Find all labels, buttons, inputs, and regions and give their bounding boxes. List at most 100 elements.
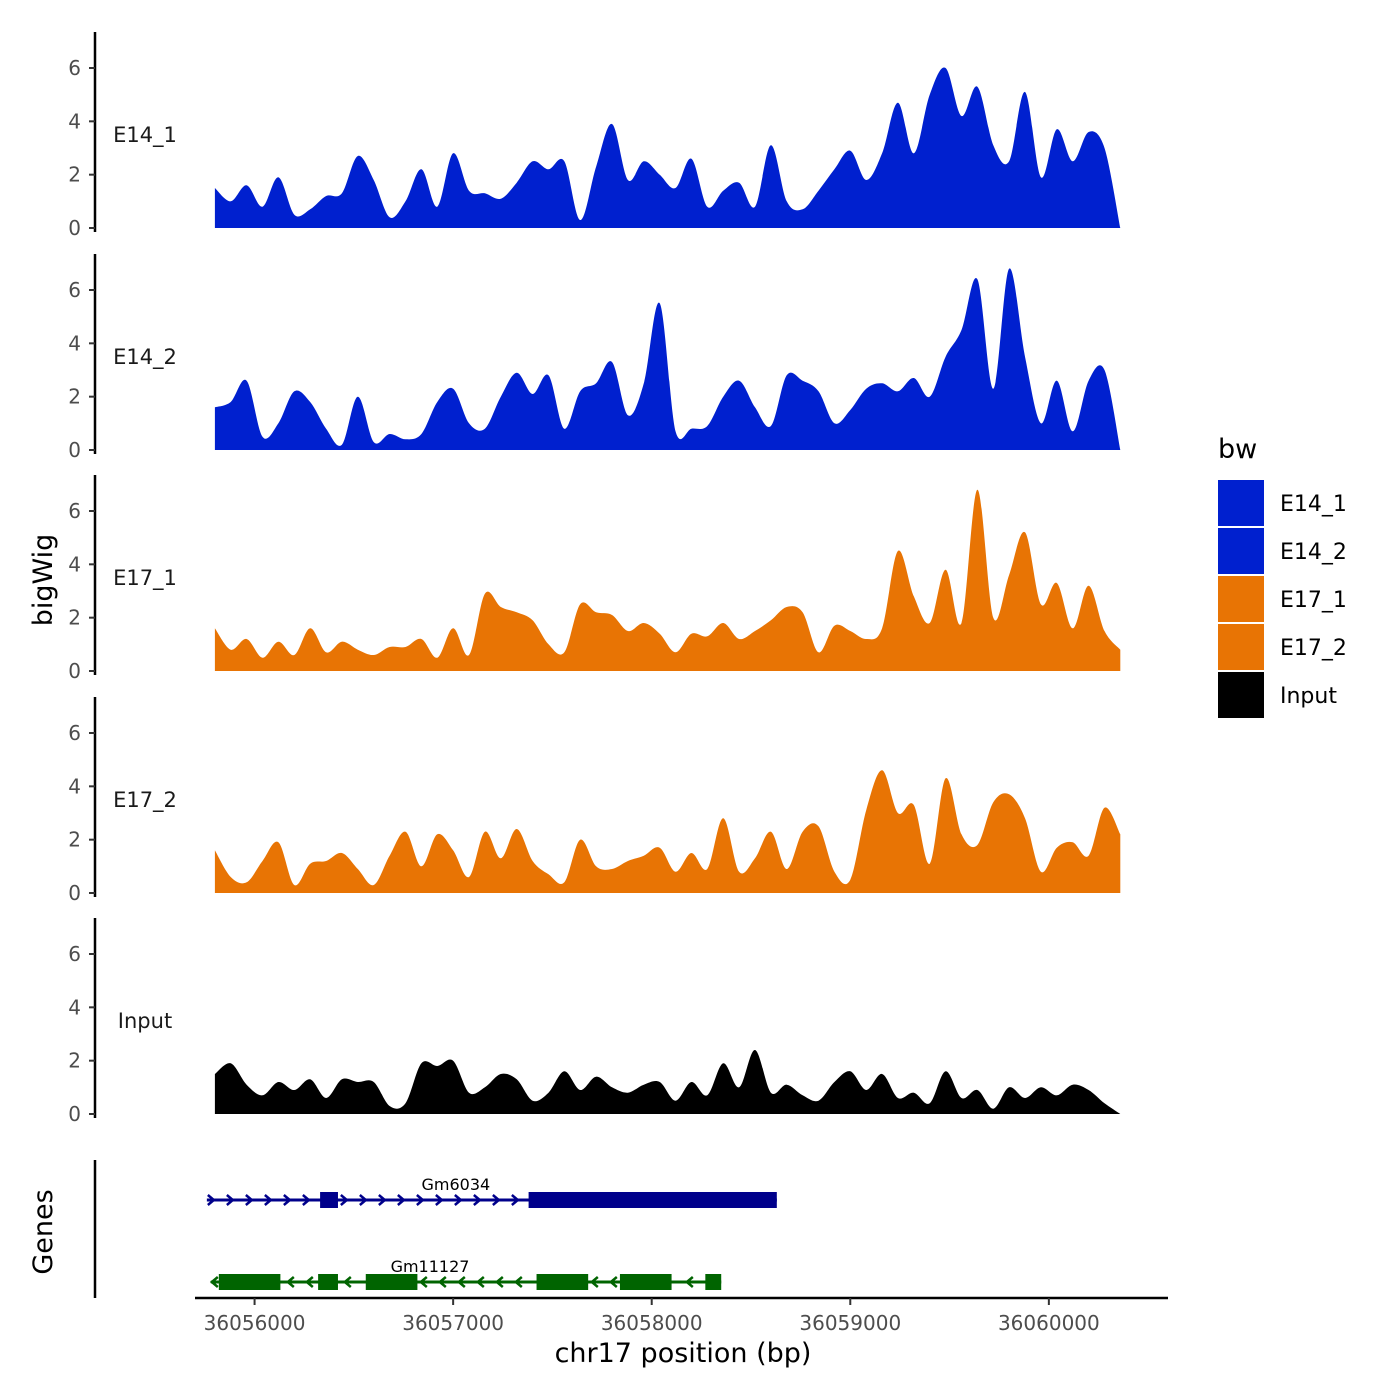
strand-arrow — [473, 1194, 482, 1206]
strand-arrow — [437, 1276, 447, 1288]
track-label: E14_2 — [113, 345, 177, 370]
strand-arrow — [513, 1276, 523, 1288]
strand-arrow — [454, 1194, 463, 1206]
y-tick-label: 6 — [68, 499, 81, 523]
track-label: E17_2 — [113, 788, 177, 813]
strand-arrow — [492, 1194, 501, 1206]
track-E14_1: 0 2 4 6 E14_1 — [68, 32, 1121, 240]
strand-arrow — [418, 1276, 428, 1288]
y-tick-label: 2 — [68, 1049, 81, 1073]
strand-arrow — [608, 1276, 618, 1288]
strand-arrow — [207, 1194, 216, 1206]
coverage-area-E17_2 — [214, 770, 1121, 893]
coverage-area-E14_2 — [214, 268, 1121, 450]
coverage-area-E17_1 — [214, 489, 1121, 671]
gene-track: Gm6034 Gm11127 — [93, 1160, 777, 1298]
y-tick-label: 0 — [68, 438, 81, 462]
strand-arrow — [342, 1276, 352, 1288]
strand-arrow — [416, 1194, 425, 1206]
coverage-tracks: 0 2 4 6 E14_1 0 2 4 6 E14_2 0 2 4 6 E17_1 0 2 4 6 E17_2 0 2 4 6… — [68, 32, 1121, 1126]
strand-arrow — [494, 1276, 504, 1288]
strand-arrow — [511, 1194, 520, 1206]
legend-label: E14_1 — [1280, 492, 1347, 517]
track-label: E14_1 — [113, 123, 177, 148]
legend-swatch-E14_1 — [1218, 480, 1264, 526]
legend-title: bw — [1218, 434, 1257, 465]
strand-arrow — [435, 1194, 444, 1206]
gene-exon — [528, 1192, 777, 1208]
strand-arrow — [378, 1194, 387, 1206]
strand-arrow — [589, 1276, 599, 1288]
gene-label: Gm11127 — [391, 1257, 470, 1276]
y-tick-label: 4 — [68, 109, 81, 133]
x-axis: 36056000 36057000 36058000 36059000 36060000 — [195, 1296, 1168, 1335]
y-tick-label: 6 — [68, 278, 81, 302]
track-E17_1: 0 2 4 6 E17_1 — [68, 475, 1121, 683]
strand-arrow — [285, 1276, 295, 1288]
y-tick-label: 6 — [68, 56, 81, 80]
strand-arrow — [302, 1194, 311, 1206]
gene-exon — [320, 1192, 338, 1208]
strand-arrow — [475, 1276, 485, 1288]
strand-arrow — [264, 1194, 273, 1206]
x-tick-label: 36058000 — [601, 1311, 703, 1335]
y-tick-label: 2 — [68, 163, 81, 187]
gene-exon — [218, 1274, 281, 1290]
y-tick-label: 2 — [68, 606, 81, 630]
legend-label: E17_1 — [1280, 588, 1347, 613]
y-tick-label: 2 — [68, 385, 81, 409]
legend-swatch-E17_2 — [1218, 624, 1264, 670]
gene-Gm6034: Gm6034 — [206, 1175, 777, 1208]
x-axis-title: chr17 position (bp) — [555, 1338, 812, 1369]
y-tick-label: 0 — [68, 659, 81, 683]
strand-arrow — [340, 1194, 349, 1206]
legend-label: E14_2 — [1280, 540, 1347, 565]
gene-label: Gm6034 — [421, 1175, 490, 1194]
gene-exon — [619, 1274, 672, 1290]
y-tick-label: 0 — [68, 216, 81, 240]
x-tick-label: 36057000 — [402, 1311, 504, 1335]
gene-Gm11127: Gm11127 — [209, 1257, 722, 1290]
strand-arrow — [209, 1276, 219, 1288]
legend: bw E14_1 E14_2 E17_1 E17_2 Input — [1218, 434, 1347, 718]
legend-swatch-E14_2 — [1218, 528, 1264, 574]
gene-exon — [705, 1274, 722, 1290]
y-tick-label: 6 — [68, 721, 81, 745]
genes-axis-title: Genes — [28, 1189, 59, 1274]
track-label: E17_1 — [113, 566, 177, 591]
x-tick-label: 36059000 — [799, 1311, 901, 1335]
strand-arrow — [397, 1194, 406, 1206]
legend-label: Input — [1280, 684, 1337, 709]
track-E14_2: 0 2 4 6 E14_2 — [68, 254, 1121, 462]
y-tick-label: 6 — [68, 942, 81, 966]
coverage-area-E14_1 — [214, 67, 1121, 228]
legend-label: E17_2 — [1280, 636, 1347, 661]
strand-arrow — [456, 1276, 466, 1288]
y-tick-label: 0 — [68, 1102, 81, 1126]
strand-arrow — [359, 1194, 368, 1206]
track-Input: 0 2 4 6 Input — [68, 918, 1121, 1126]
strand-arrow — [684, 1276, 694, 1288]
strand-arrow — [304, 1276, 314, 1288]
y-tick-label: 4 — [68, 552, 81, 576]
gene-exon — [365, 1274, 418, 1290]
strand-arrow — [283, 1194, 292, 1206]
gene-exon — [536, 1274, 589, 1290]
legend-swatch-E17_1 — [1218, 576, 1264, 622]
gene-exon — [318, 1274, 338, 1290]
coverage-area-Input — [214, 1049, 1121, 1114]
y-tick-label: 0 — [68, 881, 81, 905]
strand-arrow — [226, 1194, 235, 1206]
x-tick-label: 36056000 — [204, 1311, 306, 1335]
y-tick-label: 4 — [68, 995, 81, 1019]
y-tick-label: 2 — [68, 828, 81, 852]
track-E17_2: 0 2 4 6 E17_2 — [68, 697, 1121, 905]
track-label: Input — [118, 1009, 172, 1033]
y-tick-label: 4 — [68, 331, 81, 355]
y-tick-label: 4 — [68, 774, 81, 798]
x-tick-label: 36060000 — [998, 1311, 1100, 1335]
legend-swatch-Input — [1218, 672, 1264, 718]
strand-arrow — [245, 1194, 254, 1206]
y-axis-title: bigWig — [28, 534, 59, 627]
